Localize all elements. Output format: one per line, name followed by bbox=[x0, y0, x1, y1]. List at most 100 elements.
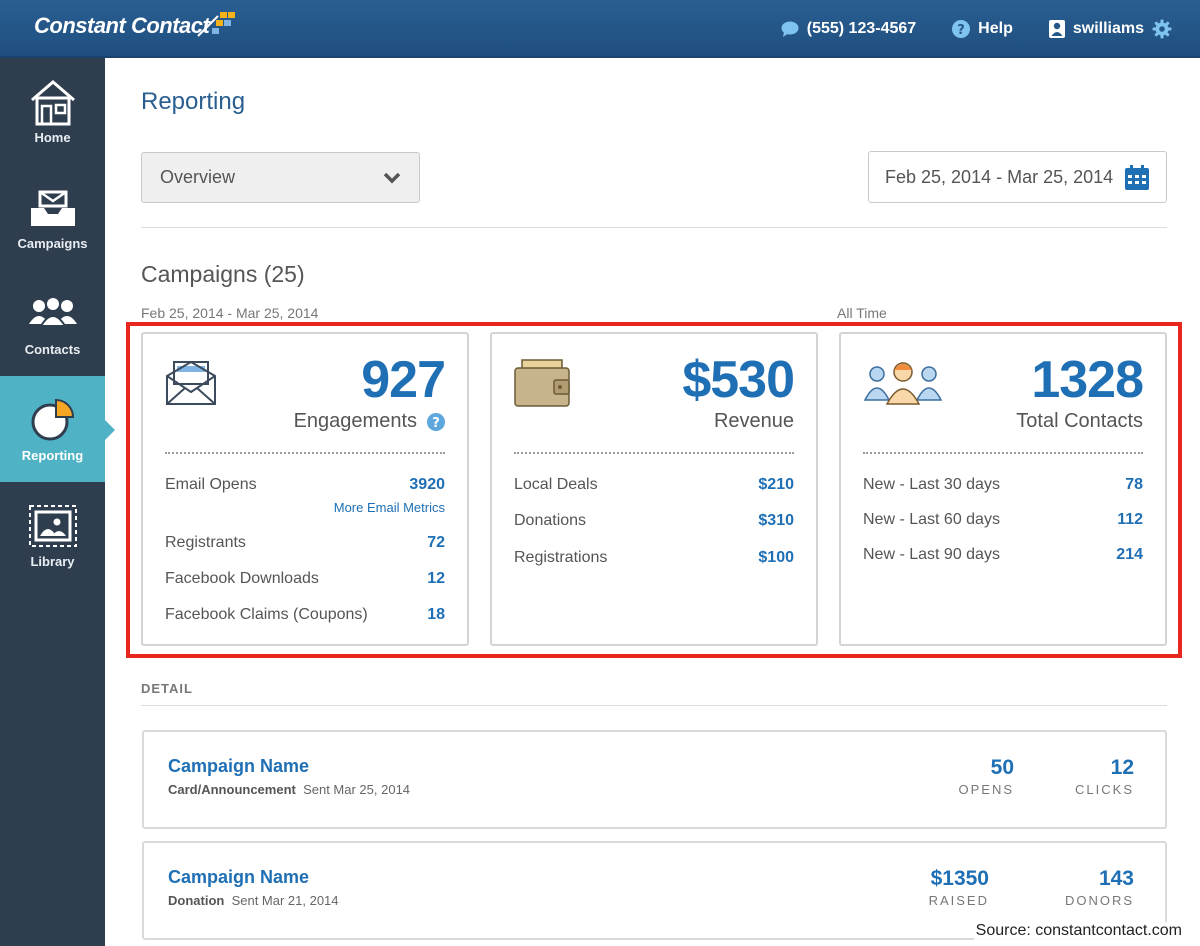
sidebar-item-label: Reporting bbox=[21, 447, 84, 463]
more-email-metrics-link[interactable]: More Email Metrics bbox=[333, 500, 445, 515]
range-label-all-time: All Time bbox=[837, 305, 887, 321]
campaign-metric-value: $1350 bbox=[930, 867, 989, 890]
brand-mark-icon bbox=[197, 12, 235, 37]
metric-row: Facebook Downloads 12 bbox=[165, 570, 445, 588]
envelope-icon bbox=[166, 360, 216, 405]
campaign-type: Card/Announcement bbox=[168, 782, 296, 797]
metric-value: 78 bbox=[1125, 476, 1143, 493]
contacts-label-group: Total Contacts bbox=[1016, 410, 1143, 433]
metric-row: Email Opens 3920 bbox=[165, 476, 445, 494]
campaign-metric-label: RAISED bbox=[928, 893, 989, 908]
svg-text:?: ? bbox=[957, 23, 965, 38]
campaign-metric: 12 CLICKS bbox=[1014, 756, 1134, 797]
page-title: Reporting bbox=[141, 88, 246, 115]
campaign-metric: 50 OPENS bbox=[894, 756, 1014, 797]
metric-value: 72 bbox=[427, 534, 445, 551]
campaign-metric-value: 50 bbox=[990, 756, 1014, 779]
metric-label: Facebook Claims (Coupons) bbox=[165, 606, 368, 623]
contacts-card: 1328 Total Contacts New - Last 30 days 7… bbox=[839, 332, 1167, 646]
inbox-tray-icon bbox=[30, 190, 75, 226]
campaign-metric-value: 12 bbox=[1110, 756, 1134, 779]
pie-chart-icon bbox=[31, 398, 74, 440]
username: swilliams bbox=[1072, 20, 1144, 37]
user-menu[interactable]: swilliams bbox=[1048, 19, 1172, 39]
revenue-label: Revenue bbox=[713, 410, 794, 432]
metric-label: Local Deals bbox=[514, 476, 598, 493]
sidebar-item-reporting[interactable]: Reporting bbox=[0, 376, 115, 482]
campaign-sent-date: Sent Mar 25, 2014 bbox=[303, 782, 411, 797]
sidebar-item-label: Campaigns bbox=[17, 235, 88, 251]
campaign-metric: 143 DONORS bbox=[1014, 867, 1134, 908]
sidebar-item-label: Contacts bbox=[24, 341, 81, 357]
metric-value: $310 bbox=[758, 512, 794, 529]
campaign-metric-value: 143 bbox=[1098, 867, 1134, 890]
phone-link[interactable]: (555) 123-4567 bbox=[781, 20, 916, 38]
metric-label: Registrants bbox=[165, 534, 246, 551]
divider bbox=[141, 705, 1167, 706]
metric-value: 12 bbox=[427, 570, 445, 587]
metric-value: 3920 bbox=[409, 476, 445, 493]
help-label: Help bbox=[978, 20, 1013, 37]
image-gallery-icon bbox=[28, 504, 77, 547]
metric-value: 112 bbox=[1117, 511, 1143, 528]
help-link[interactable]: ? Help bbox=[952, 20, 1013, 38]
people-icon bbox=[28, 295, 77, 327]
metric-value: $210 bbox=[758, 476, 794, 493]
brand-logo[interactable]: Constant Contact bbox=[34, 13, 210, 38]
metric-row: Facebook Claims (Coupons) 18 bbox=[165, 606, 445, 624]
svg-text:?: ? bbox=[432, 416, 440, 431]
view-select[interactable]: Overview bbox=[141, 152, 420, 203]
help-icon[interactable]: ? bbox=[427, 412, 445, 431]
metric-label: Registrations bbox=[514, 549, 608, 566]
contacts-label: Total Contacts bbox=[1016, 410, 1143, 432]
sidebar-item-label: Library bbox=[30, 553, 75, 569]
revenue-label-group: Revenue bbox=[714, 410, 794, 433]
calendar-icon[interactable] bbox=[1124, 165, 1150, 191]
date-range-picker[interactable]: Feb 25, 2014 - Mar 25, 2014 bbox=[868, 151, 1167, 203]
contacts-group-icon bbox=[863, 362, 943, 405]
metric-value: $100 bbox=[758, 549, 794, 566]
dotted-divider bbox=[514, 452, 794, 454]
user-icon bbox=[1048, 20, 1065, 38]
metric-value: 214 bbox=[1116, 546, 1143, 563]
metric-row: Registrants 72 bbox=[165, 534, 445, 552]
range-label-period: Feb 25, 2014 - Mar 25, 2014 bbox=[141, 305, 319, 321]
revenue-value: $530 bbox=[682, 351, 795, 409]
revenue-card: $530 Revenue Local Deals $210 Donations … bbox=[490, 332, 818, 646]
metric-label: New - Last 30 days bbox=[863, 476, 1000, 493]
campaign-row[interactable]: Campaign Name Card/Announcement Sent Mar… bbox=[142, 730, 1167, 829]
sidebar-item-contacts[interactable]: Contacts bbox=[0, 270, 105, 376]
chat-bubble-icon bbox=[781, 21, 799, 37]
campaign-sent-date: Sent Mar 21, 2014 bbox=[231, 893, 339, 908]
wallet-icon bbox=[514, 359, 570, 407]
house-icon bbox=[30, 79, 75, 125]
campaign-metric: $1350 RAISED bbox=[869, 867, 989, 908]
highlight-box bbox=[126, 322, 1182, 658]
campaign-metric-label: CLICKS bbox=[1075, 782, 1134, 797]
campaign-metric-label: OPENS bbox=[958, 782, 1014, 797]
dotted-divider bbox=[165, 452, 445, 454]
contacts-value: 1328 bbox=[1031, 351, 1144, 409]
sidebar: Home Campaigns Contacts Reporting bbox=[0, 58, 115, 946]
campaign-name-link[interactable]: Campaign Name bbox=[168, 756, 310, 776]
dotted-divider bbox=[863, 452, 1143, 454]
sidebar-item-campaigns[interactable]: Campaigns bbox=[0, 164, 105, 270]
engagements-label-group: Engagements ? bbox=[294, 410, 445, 433]
campaign-meta: Card/Announcement Sent Mar 25, 2014 bbox=[168, 782, 410, 797]
campaign-type: Donation bbox=[168, 893, 225, 908]
metric-label: Email Opens bbox=[165, 476, 257, 493]
metric-row: New - Last 30 days 78 bbox=[863, 476, 1143, 494]
detail-heading: DETAIL bbox=[141, 681, 193, 696]
date-range-value: Feb 25, 2014 - Mar 25, 2014 bbox=[885, 166, 1114, 187]
metric-row: Donations $310 bbox=[514, 512, 794, 530]
top-bar: Constant Contact (555) 123-4567 ? Help s… bbox=[0, 0, 1200, 58]
sidebar-item-library[interactable]: Library bbox=[0, 482, 105, 588]
sidebar-item-home[interactable]: Home bbox=[0, 58, 105, 164]
gear-icon[interactable] bbox=[1152, 19, 1172, 39]
chevron-down-icon bbox=[383, 172, 401, 184]
metric-label: New - Last 90 days bbox=[863, 546, 1000, 563]
metric-label: New - Last 60 days bbox=[863, 511, 1000, 528]
metric-row: New - Last 90 days 214 bbox=[863, 546, 1143, 564]
campaign-name-link[interactable]: Campaign Name bbox=[168, 867, 310, 887]
metric-label: Facebook Downloads bbox=[165, 570, 319, 587]
